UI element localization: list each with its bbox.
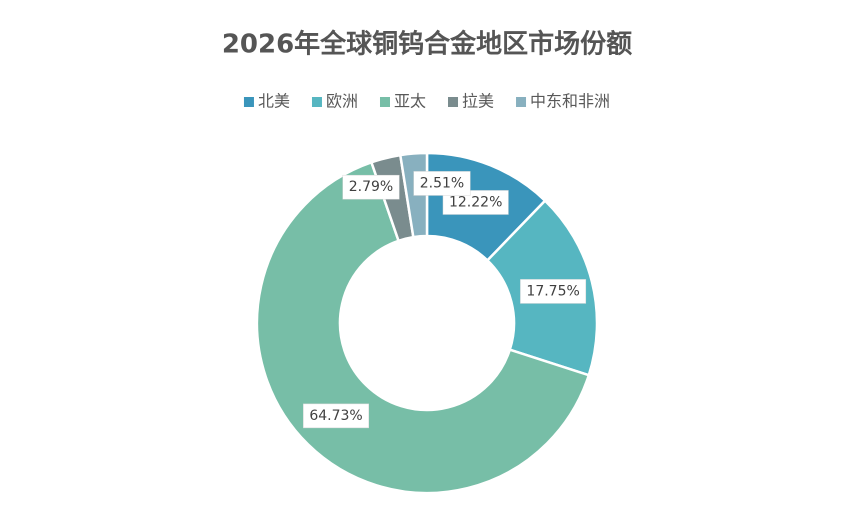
legend: 北美 欧洲 亚太 拉美 中东和非洲 (243, 92, 610, 111)
data-label: 17.75% (526, 283, 579, 299)
data-label: 2.51% (420, 175, 464, 191)
legend-swatch (311, 97, 322, 107)
legend-label: 欧洲 (326, 92, 358, 111)
legend-label: 拉美 (462, 92, 494, 111)
legend-label: 北美 (258, 92, 290, 111)
legend-swatch (448, 97, 459, 107)
data-label: 2.79% (349, 179, 393, 195)
legend-swatch (379, 97, 390, 107)
data-label: 12.22% (449, 194, 502, 210)
data-label-box (303, 403, 369, 429)
data-label-box (520, 279, 587, 304)
legend-swatch (516, 97, 527, 107)
data-label-box (413, 171, 471, 196)
data-label-box (342, 174, 400, 200)
data-label: 64.73% (309, 408, 362, 424)
legend-label: 亚太 (394, 92, 426, 111)
chart-title: 2026年全球铜钨合金地区市场份额 (222, 29, 632, 60)
legend-label: 中东和非洲 (530, 92, 610, 111)
legend-swatch (243, 97, 254, 107)
